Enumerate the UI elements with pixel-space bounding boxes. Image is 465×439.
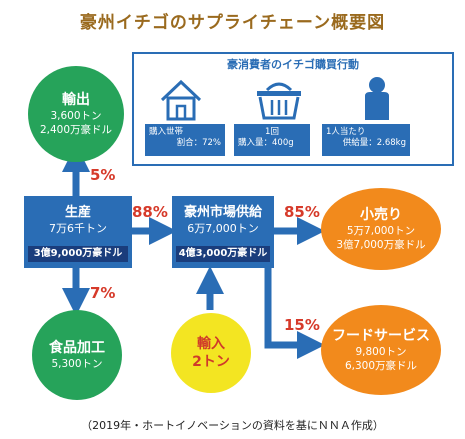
export-volume: 3,600トン: [50, 110, 102, 122]
page-title: 豪州イチゴのサプライチェーン概要図: [79, 13, 386, 33]
market-supply-volume: 6万7,000トン: [187, 222, 259, 235]
processing-percentage: 7%: [90, 284, 116, 302]
house-icon: [160, 79, 202, 121]
stat-purchase-value: 購入量：400g: [238, 138, 294, 148]
foodservice-value: 6,300万豪ドル: [344, 360, 418, 372]
source-footnote: （2019年・ホートイノベーションの資料を基にＮＮＡ作成）: [81, 419, 384, 432]
food-processing-node: 食品加工 5,300トン: [32, 310, 122, 400]
food-processing-volume: 5,300トン: [51, 358, 103, 370]
import-volume: 2トン: [192, 354, 230, 370]
production-to-market-percentage: 88%: [132, 203, 168, 221]
foodservice-name: フードサービス: [332, 328, 430, 344]
export-value: 2,400万豪ドル: [39, 124, 113, 136]
stat-purchase-amount: 1回 購入量：400g: [234, 124, 310, 156]
production-value: 3億9,000万豪ドル: [28, 246, 128, 262]
production-volume: 7万6千トン: [49, 222, 107, 235]
market-supply-value: 4億3,000万豪ドル: [176, 246, 270, 262]
stat-household-value: 割合：72%: [176, 138, 221, 148]
basket-icon: [257, 82, 301, 120]
retail-name: 小売り: [360, 207, 402, 223]
stat-supply-label: 1人当たり: [326, 127, 366, 137]
arrow-to-foodservice: [264, 262, 325, 359]
foodservice-node: フードサービス 9,800トン 6,300万豪ドル: [321, 305, 441, 395]
production-name: 生産: [64, 205, 91, 220]
export-name: 輸出: [62, 92, 90, 108]
retail-percentage: 85%: [284, 203, 320, 221]
export-node: 輸出 3,600トン 2,400万豪ドル: [28, 66, 124, 162]
consumer-behavior-title: 豪消費者のイチゴ購買行動: [227, 58, 359, 71]
stat-purchase-label: 1回: [265, 127, 279, 137]
person-icon: [365, 77, 389, 120]
stat-household-label: 購入世帯: [149, 127, 184, 137]
production-node: 生産 7万6千トン 3億9,000万豪ドル: [24, 196, 132, 268]
stat-supply-value: 供給量：2.68kg: [342, 138, 406, 148]
retail-value: 3億7,000万豪ドル: [336, 239, 426, 251]
import-node: 輸入 2トン: [171, 313, 251, 393]
food-processing-name: 食品加工: [49, 340, 105, 356]
market-supply-node: 豪州市場供給 6万7,000トン 4億3,000万豪ドル: [172, 196, 274, 268]
import-name: 輸入: [197, 336, 225, 352]
stat-household-ratio: 購入世帯 割合：72%: [145, 124, 225, 156]
retail-volume: 5万7,000トン: [346, 225, 416, 237]
foodservice-percentage: 15%: [284, 316, 320, 334]
export-percentage: 5%: [90, 166, 116, 184]
stat-supply-per-capita: 1人当たり 供給量：2.68kg: [322, 124, 410, 156]
retail-node: 小売り 5万7,000トン 3億7,000万豪ドル: [321, 188, 441, 270]
foodservice-volume: 9,800トン: [355, 346, 407, 358]
market-supply-name: 豪州市場供給: [183, 205, 262, 220]
